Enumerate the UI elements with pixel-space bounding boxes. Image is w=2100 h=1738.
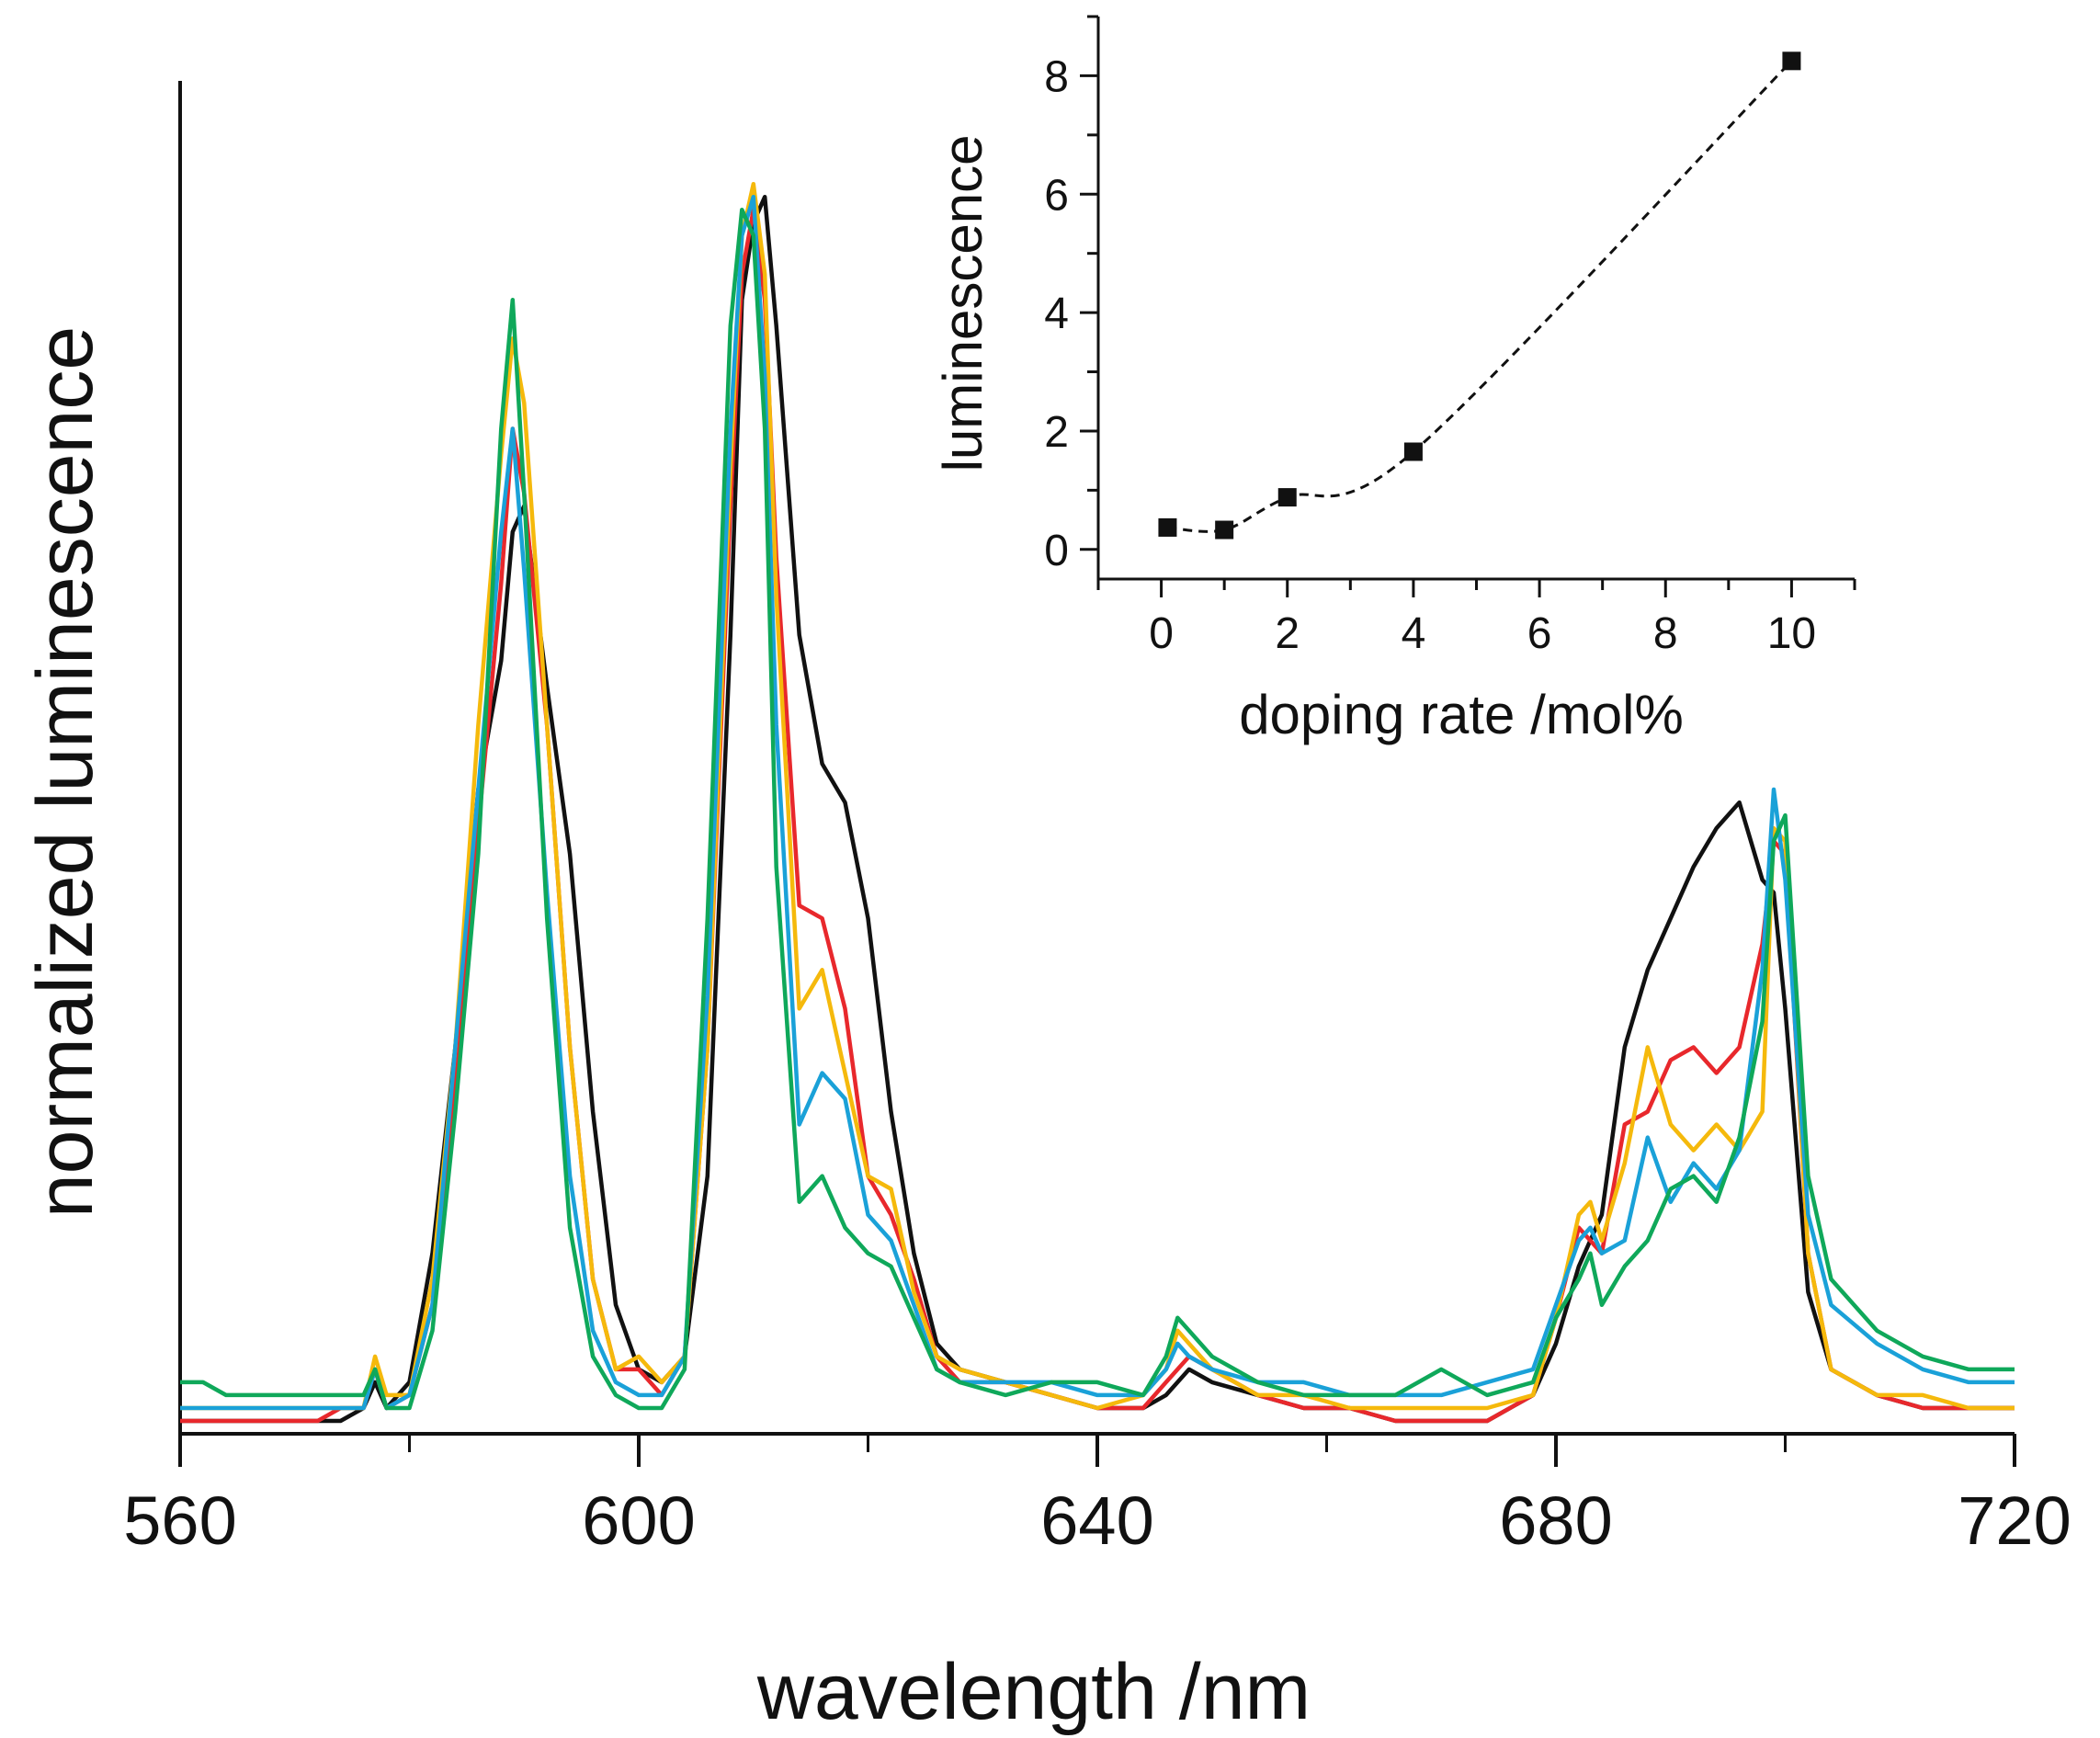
main-chart: 560 600 640 680 720 wavelength /nm normalize… — [21, 81, 2072, 1736]
main-x-tick-label: 640 — [1040, 1482, 1153, 1559]
inset-x-tick-labels: 0 2 4 6 8 10 — [1149, 609, 1816, 658]
inset-data-point — [1403, 442, 1423, 461]
inset-y-axis-title: luminescence — [932, 135, 993, 472]
inset-data-point — [1782, 51, 1801, 71]
main-x-tick-label: 560 — [123, 1482, 236, 1559]
main-axes — [178, 81, 2016, 1467]
main-x-tick-label: 720 — [1958, 1482, 2071, 1559]
spectrum-line — [180, 181, 2015, 1411]
main-plot-area — [180, 181, 2015, 1424]
inset-x-tick-label: 4 — [1402, 609, 1426, 658]
inset-x-tick-label: 2 — [1275, 609, 1300, 658]
main-y-axis-title: normalized luminescence — [21, 326, 109, 1218]
inset-x-tick-label: 10 — [1767, 609, 1816, 658]
inset-data-point — [1277, 488, 1297, 507]
main-x-tick-label: 680 — [1499, 1482, 1612, 1559]
main-x-axis-title: wavelength /nm — [756, 1648, 1311, 1736]
main-x-tick-labels: 560 600 640 680 720 — [123, 1482, 2071, 1559]
inset-y-tick-label: 0 — [1044, 527, 1069, 575]
main-x-tick-label: 600 — [582, 1482, 695, 1559]
spectrum-line — [180, 207, 2015, 1411]
inset-x-tick-label: 0 — [1149, 609, 1174, 658]
inset-x-tick-label: 8 — [1653, 609, 1678, 658]
inset-axes — [1080, 15, 1856, 597]
inset-y-tick-label: 4 — [1044, 290, 1069, 338]
inset-y-tick-label: 8 — [1044, 52, 1069, 101]
inset-x-tick-label: 6 — [1527, 609, 1552, 658]
inset-x-axis-title: doping rate /mol% — [1239, 684, 1684, 745]
spectrum-line — [180, 194, 2015, 1411]
inset-y-tick-labels: 0 2 4 6 8 — [1044, 52, 1069, 574]
inset-plot-area — [1158, 51, 1801, 540]
spectrum-line — [180, 194, 2015, 1424]
inset-chart: 0 2 4 6 8 10 0 2 4 6 8 doping rate /mol% luminesc… — [932, 15, 1856, 745]
inset-data-point — [1158, 517, 1177, 537]
inset-y-tick-label: 6 — [1044, 171, 1069, 220]
inset-data-point — [1215, 520, 1234, 540]
inset-y-tick-label: 2 — [1044, 408, 1069, 457]
